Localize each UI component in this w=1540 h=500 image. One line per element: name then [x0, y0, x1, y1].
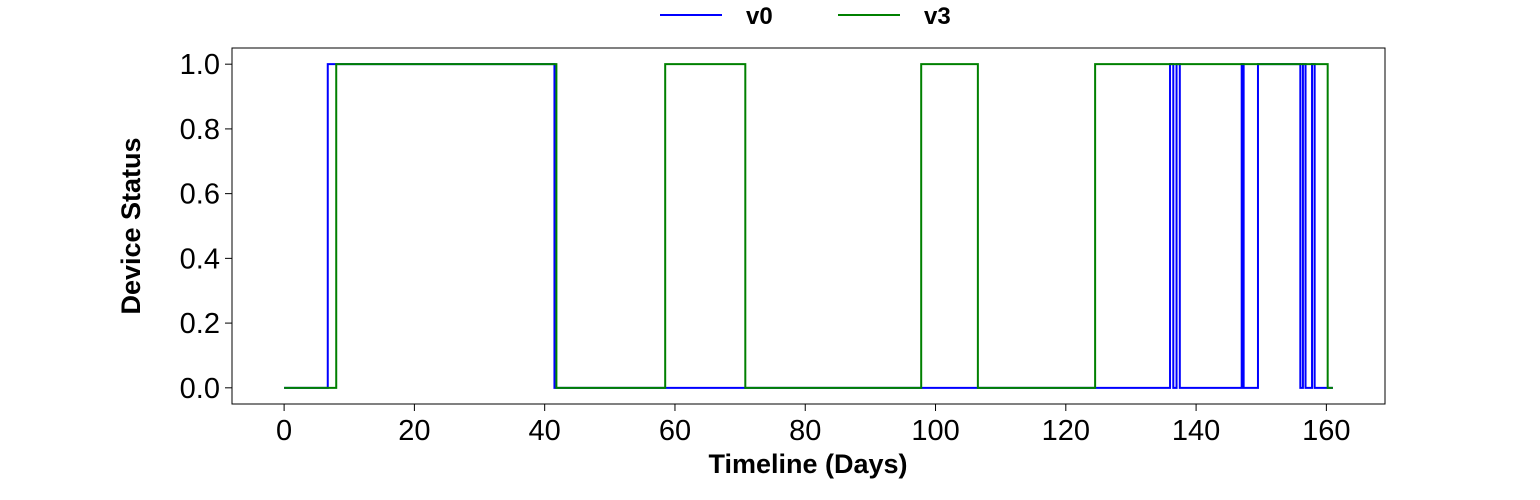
y-axis-title: Device Status — [116, 137, 146, 314]
x-tick-label: 120 — [1042, 415, 1090, 447]
y-tick-label: 0.8 — [180, 114, 220, 146]
x-tick-label: 100 — [911, 415, 959, 447]
x-tick-label: 60 — [659, 415, 691, 447]
x-tick-label: 80 — [789, 415, 821, 447]
series-layer — [284, 63, 1333, 389]
y-tick-label: 0.4 — [180, 243, 220, 275]
legend-label-v0: v0 — [746, 3, 773, 30]
x-tick-label: 40 — [529, 415, 561, 447]
x-tick-label: 0 — [276, 415, 292, 447]
x-tick-label: 140 — [1172, 415, 1220, 447]
y-tick-label: 0.6 — [180, 179, 220, 211]
plot-frame — [231, 47, 1386, 405]
plot-area — [232, 48, 1385, 404]
x-tick-label: 20 — [398, 415, 430, 447]
x-axis: 0 20 40 60 80 100 120 140 160 — [276, 404, 1351, 447]
legend: v0 v3 — [660, 3, 951, 30]
y-tick-label: 1.0 — [180, 49, 220, 81]
x-axis-title: Timeline (Days) — [708, 449, 907, 479]
y-tick-label: 0.2 — [180, 308, 220, 340]
y-axis: 0.0 0.2 0.4 0.6 0.8 1.0 — [180, 49, 232, 405]
x-tick-label: 160 — [1302, 415, 1350, 447]
series-line-v3 — [284, 63, 1333, 389]
legend-label-v3: v3 — [924, 3, 951, 30]
y-tick-label: 0.0 — [180, 373, 220, 405]
